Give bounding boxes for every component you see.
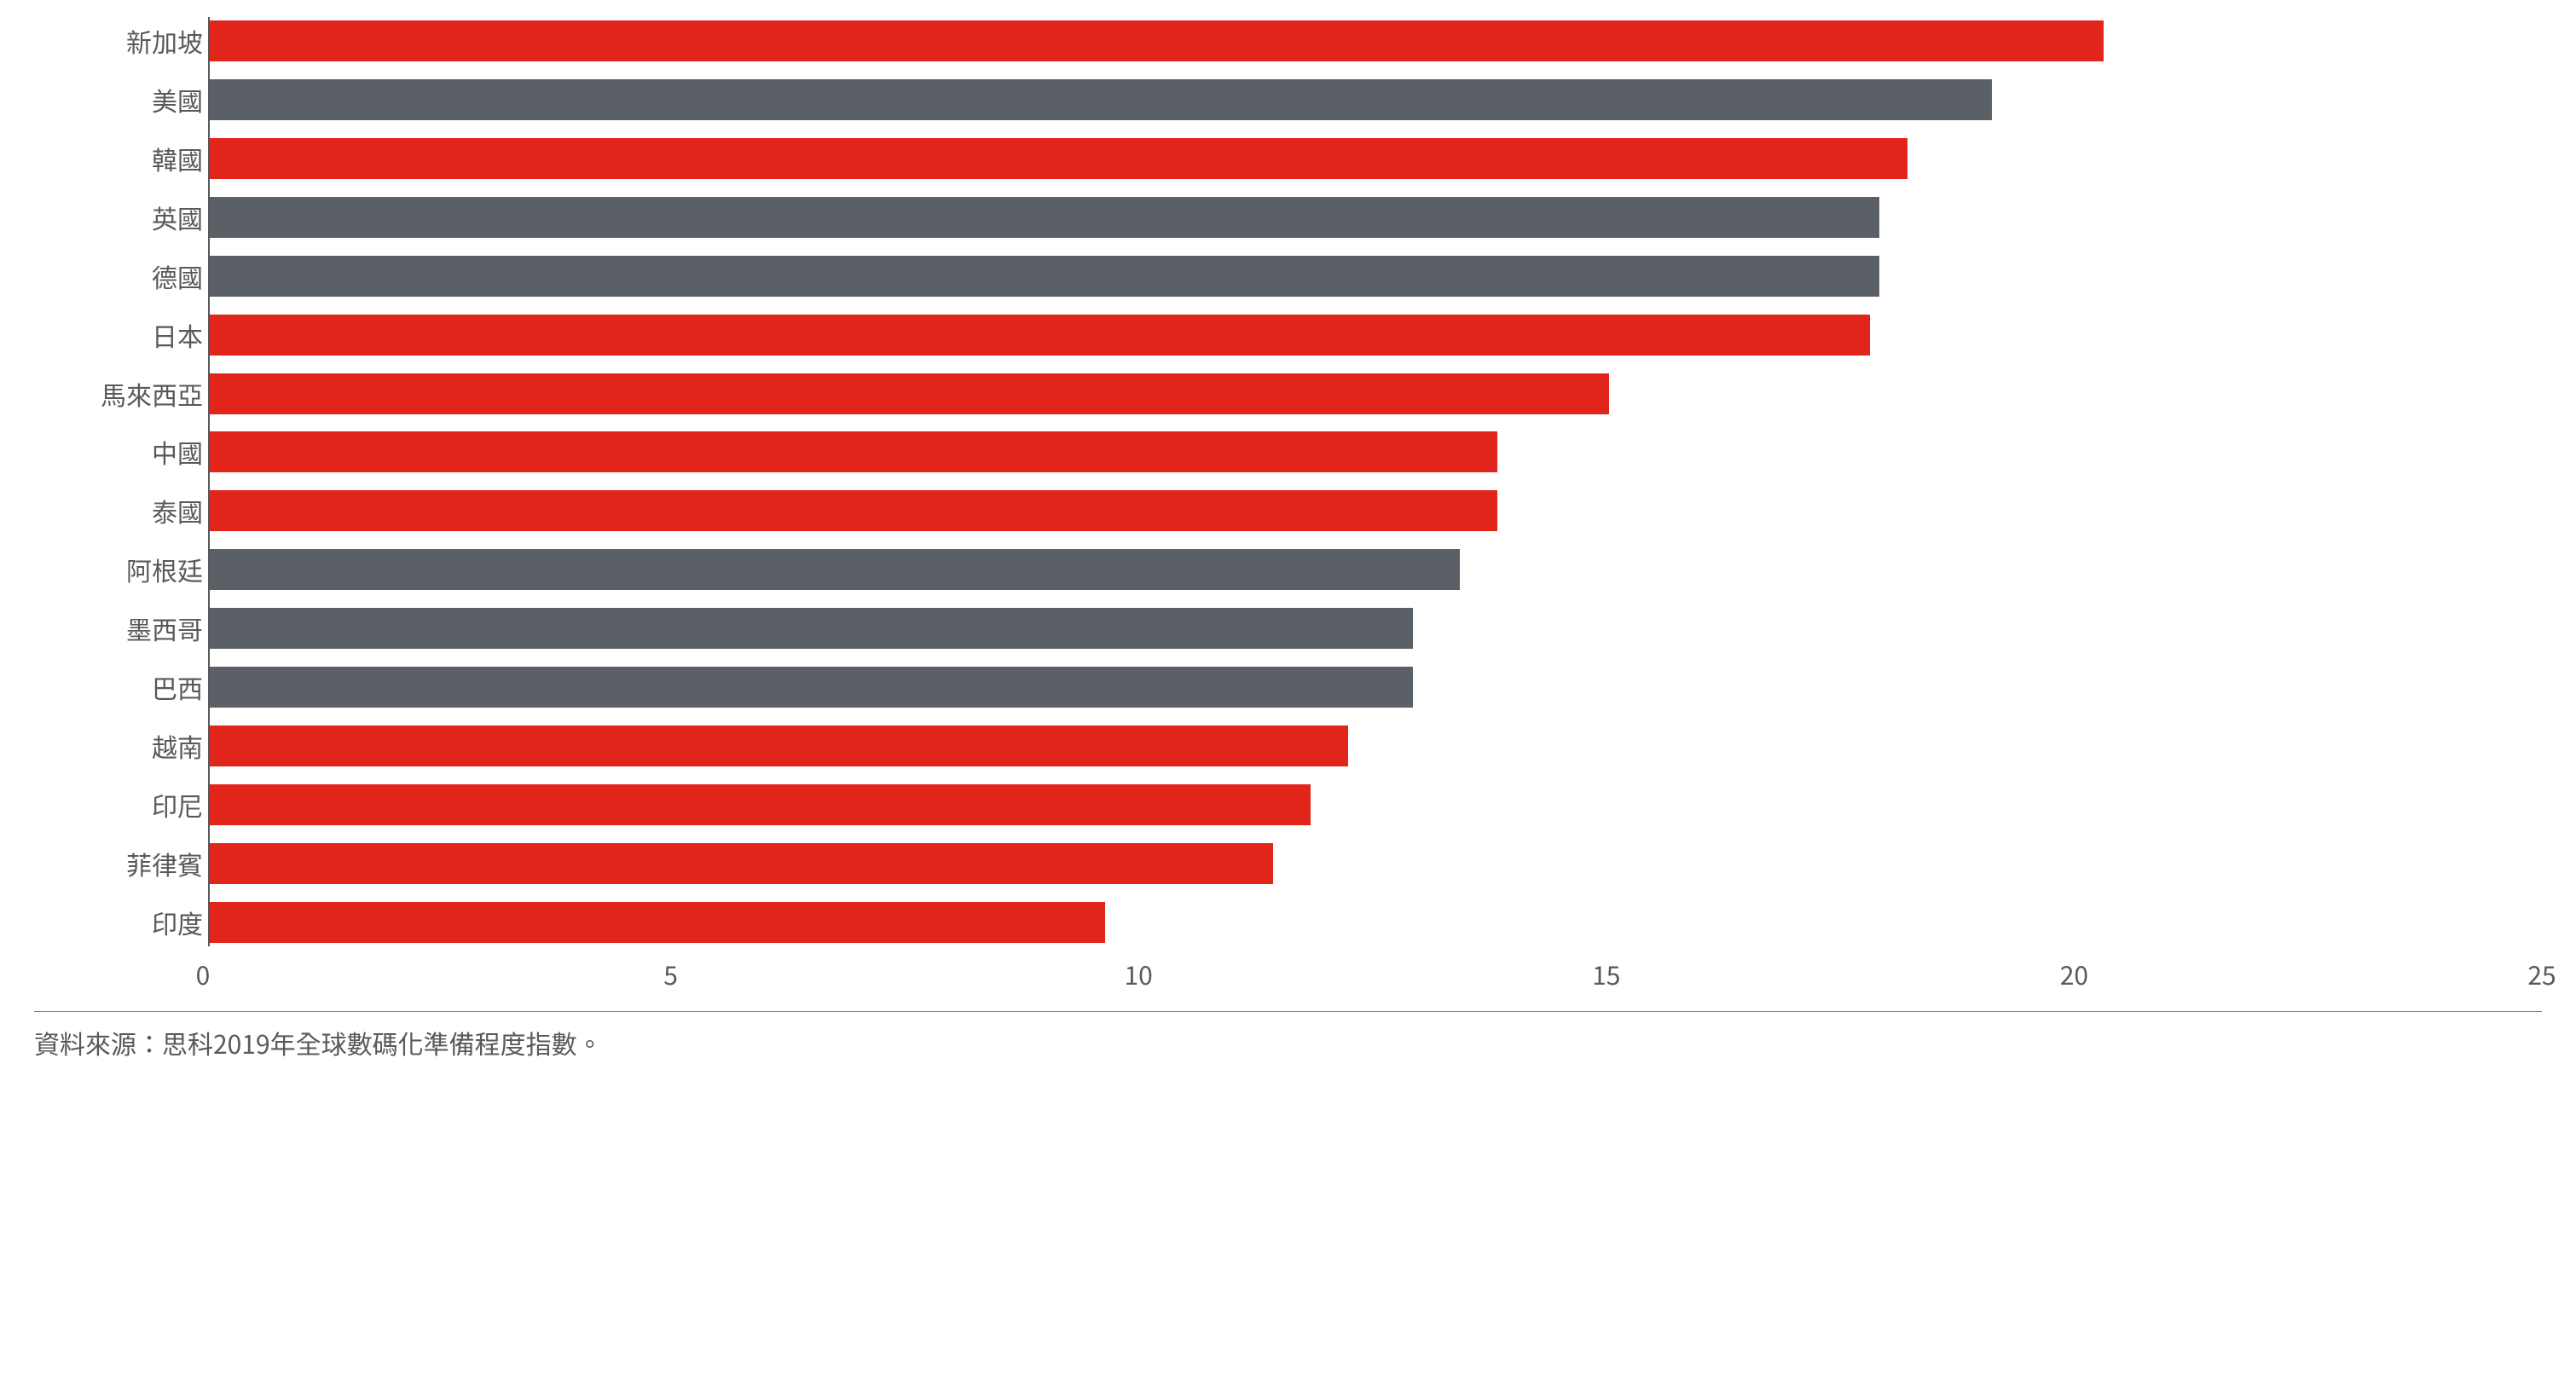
y-axis-label: 韓國	[34, 135, 203, 182]
bar	[210, 843, 1273, 884]
bar	[210, 138, 1907, 179]
bar-row	[210, 722, 2542, 770]
y-axis-label: 美國	[34, 76, 203, 124]
y-axis-label: 阿根廷	[34, 546, 203, 593]
bar	[210, 315, 1870, 356]
bar	[210, 256, 1879, 297]
bar-row	[210, 781, 2542, 829]
y-axis-labels: 新加坡美國韓國英國德國日本馬來西亞中國泰國阿根廷墨西哥巴西越南印尼菲律賓印度	[34, 17, 208, 946]
source-caption: 資料來源：思科2019年全球數碼化準備程度指數。	[34, 1024, 2542, 1061]
bar	[210, 20, 2104, 61]
bar	[210, 902, 1105, 943]
bar-row	[210, 840, 2542, 887]
bar-row	[210, 370, 2542, 418]
bar	[210, 373, 1609, 414]
bar-row	[210, 311, 2542, 359]
x-axis-tick: 10	[1125, 955, 1153, 992]
bar-row	[210, 252, 2542, 300]
bar-row	[210, 899, 2542, 946]
x-axis-spacer	[34, 955, 203, 989]
chart-container: 新加坡美國韓國英國德國日本馬來西亞中國泰國阿根廷墨西哥巴西越南印尼菲律賓印度 0…	[0, 0, 2576, 1087]
bar-row	[210, 194, 2542, 241]
bar	[210, 726, 1348, 766]
bar	[210, 197, 1879, 238]
y-axis-label: 新加坡	[34, 17, 203, 65]
y-axis-label: 印度	[34, 899, 203, 946]
bar-row	[210, 546, 2542, 593]
x-axis-ticks: 0510152025	[203, 955, 2542, 989]
bar-row	[210, 604, 2542, 652]
y-axis-label: 墨西哥	[34, 604, 203, 652]
bar-row	[210, 663, 2542, 711]
source-divider	[34, 1011, 2542, 1012]
bar	[210, 490, 1497, 531]
y-axis-label: 中國	[34, 428, 203, 476]
y-axis-label: 德國	[34, 252, 203, 300]
plot-area	[208, 17, 2542, 946]
x-axis-tick: 0	[196, 955, 211, 992]
y-axis-label: 越南	[34, 722, 203, 770]
bars-layer	[210, 17, 2542, 946]
y-axis-label: 馬來西亞	[34, 370, 203, 418]
bar	[210, 79, 1992, 120]
bar-row	[210, 487, 2542, 535]
bar-row	[210, 17, 2542, 65]
bar-row	[210, 428, 2542, 476]
y-axis-label: 菲律賓	[34, 840, 203, 887]
bar	[210, 667, 1413, 708]
x-axis-tick: 5	[663, 955, 678, 992]
y-axis-label: 巴西	[34, 663, 203, 711]
y-axis-label: 泰國	[34, 487, 203, 535]
y-axis-label: 印尼	[34, 781, 203, 829]
y-axis-label: 日本	[34, 311, 203, 359]
bar-row	[210, 135, 2542, 182]
x-axis-tick: 15	[1592, 955, 1620, 992]
x-axis: 0510152025	[34, 955, 2542, 989]
bar	[210, 431, 1497, 472]
bar-row	[210, 76, 2542, 124]
y-axis-label: 英國	[34, 194, 203, 241]
bar	[210, 549, 1460, 590]
bar	[210, 608, 1413, 649]
x-axis-tick: 20	[2060, 955, 2088, 992]
bar	[210, 784, 1311, 825]
x-axis-tick: 25	[2527, 955, 2556, 992]
bar-chart: 新加坡美國韓國英國德國日本馬來西亞中國泰國阿根廷墨西哥巴西越南印尼菲律賓印度	[34, 17, 2542, 946]
